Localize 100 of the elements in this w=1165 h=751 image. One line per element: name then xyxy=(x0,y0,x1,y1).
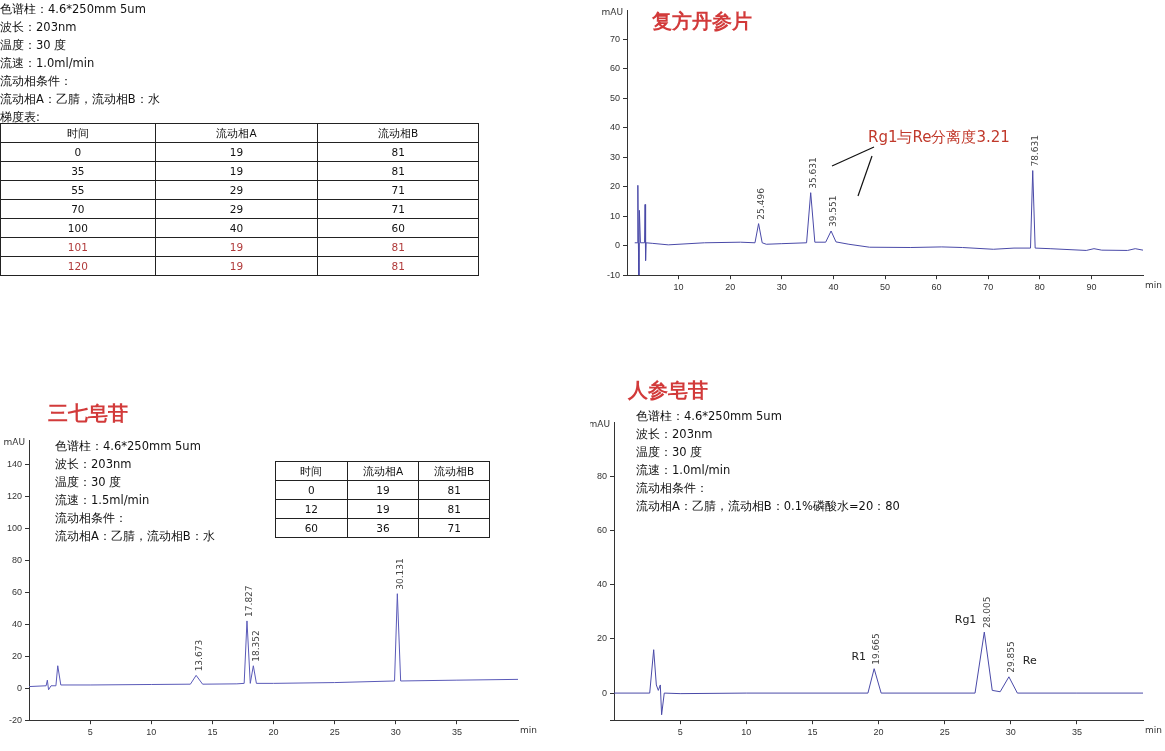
category-label: 流动相B xyxy=(317,123,479,143)
text: 120 xyxy=(67,260,88,272)
y-axis-title: mAU xyxy=(3,436,26,447)
y-tick-label: 0 xyxy=(602,687,608,698)
y-tick-label: 0 xyxy=(614,240,621,251)
annotation: Rg1 xyxy=(954,612,977,626)
category-label: 流动相A xyxy=(155,123,318,143)
annotation: 29.855 xyxy=(1006,641,1017,673)
text: 流速：1.0ml/min xyxy=(0,55,96,72)
text: 19 xyxy=(229,260,244,272)
text: 70 xyxy=(71,203,85,215)
y-tick-label: -10 xyxy=(606,269,621,280)
text: 梯度表: xyxy=(0,109,41,126)
x-tick-label: 20 xyxy=(873,727,884,738)
text: 19 xyxy=(229,165,244,177)
y-tick-label: 10 xyxy=(609,210,621,221)
x-axis-title: min xyxy=(1145,280,1162,291)
chart-title: 三七皂苷 xyxy=(48,400,128,427)
text: 71 xyxy=(391,203,405,215)
annotation: 30.131 xyxy=(394,558,405,590)
text: 29 xyxy=(229,184,244,196)
annotation: 流动相A：乙腈，流动相B：0.1%磷酸水=20：80 xyxy=(636,498,901,515)
x-axis-title: min xyxy=(520,725,537,736)
y-tick-label: 20 xyxy=(609,181,621,192)
text: 35 xyxy=(71,165,85,177)
text: 29 xyxy=(229,203,244,215)
text: 19 xyxy=(229,241,244,253)
text: 波长：203nm xyxy=(0,19,78,36)
text: 0 xyxy=(307,484,315,496)
text: 流动相条件： xyxy=(0,73,73,90)
text: 71 xyxy=(447,522,461,534)
x-tick-label: 20 xyxy=(268,727,279,738)
y-tick-label: 60 xyxy=(609,63,621,74)
text: 81 xyxy=(447,484,461,496)
annotation: R1 xyxy=(851,649,867,663)
y-tick-label: 0 xyxy=(17,682,23,693)
text: 71 xyxy=(391,184,405,196)
y-tick-label: 60 xyxy=(12,586,23,597)
x-tick-label: 60 xyxy=(931,282,942,293)
x-tick-label: 35 xyxy=(451,727,462,738)
text: 19 xyxy=(229,146,244,158)
x-tick-label: 50 xyxy=(880,282,891,293)
annotation: 温度：30 度 xyxy=(636,444,704,461)
chart-title: 人参皂苷 xyxy=(628,377,708,404)
annotation: 波长：203nm xyxy=(55,457,132,471)
y-tick-label: 80 xyxy=(12,554,23,565)
annotation: 19.665 xyxy=(871,633,882,665)
text: 0 xyxy=(74,146,82,158)
y-tick-label: 40 xyxy=(597,579,608,590)
annotation: 39.551 xyxy=(828,195,839,227)
y-tick-label: -20 xyxy=(9,714,23,725)
text: 101 xyxy=(67,241,88,253)
annotation: 波长：203nm xyxy=(636,426,714,443)
text: 36 xyxy=(376,522,390,534)
annotation: 温度：30 度 xyxy=(55,475,122,489)
text: 40 xyxy=(229,222,244,234)
y-tick-label: 40 xyxy=(609,122,621,133)
x-tick-label: 40 xyxy=(828,282,839,293)
x-tick-label: 25 xyxy=(939,727,950,738)
text: 55 xyxy=(71,184,85,196)
x-tick-label: 10 xyxy=(146,727,157,738)
annotation: 流速：1.5ml/min xyxy=(55,493,150,507)
text: 81 xyxy=(391,260,405,272)
annotation: 色谱柱：4.6*250mm 5um xyxy=(55,438,202,455)
annotation: 35.631 xyxy=(808,157,819,189)
x-tick-label: 5 xyxy=(677,727,683,738)
text: 12 xyxy=(304,503,319,515)
y-tick-label: 80 xyxy=(597,470,608,481)
text: 19 xyxy=(376,503,390,515)
category-label: 时间 xyxy=(0,123,156,143)
annotation: 17.827 xyxy=(244,585,255,617)
x-tick-label: 30 xyxy=(1005,727,1016,738)
x-tick-label: 15 xyxy=(207,727,218,738)
annotation: 78.631 xyxy=(1030,135,1041,167)
x-tick-label: 90 xyxy=(1086,282,1097,293)
y-tick-label: 40 xyxy=(12,618,23,629)
y-tick-label: 120 xyxy=(6,490,23,501)
y-axis-title: mAU xyxy=(588,418,611,429)
annotation: 18.352 xyxy=(250,630,261,662)
y-tick-label: 60 xyxy=(597,524,608,535)
category-label: 流动相B xyxy=(418,461,490,481)
y-tick-label: 50 xyxy=(609,92,621,103)
y-tick-label: 30 xyxy=(609,151,621,162)
annotation: 流动相A：乙腈，流动相B：水 xyxy=(55,529,215,543)
text: 81 xyxy=(447,503,461,515)
y-tick-label: 100 xyxy=(6,522,23,533)
annotation: 流动相条件： xyxy=(636,480,709,497)
text: 温度：30 度 xyxy=(0,37,68,54)
annotation: 色谱柱：4.6*250mm 5um xyxy=(636,408,783,425)
text: 色谱柱：4.6*250mm 5um xyxy=(0,1,147,18)
annotation: 25.496 xyxy=(755,187,766,220)
x-tick-label: 30 xyxy=(776,282,787,293)
text: 81 xyxy=(391,146,405,158)
chart-title: 复方丹参片 xyxy=(652,8,752,35)
annotation: 流速：1.0ml/min xyxy=(636,462,732,479)
y-tick-label: 20 xyxy=(597,633,608,644)
text: 60 xyxy=(304,522,319,534)
x-tick-label: 35 xyxy=(1071,727,1082,738)
annotation: Re xyxy=(1022,653,1037,667)
category-label: 流动相A xyxy=(347,461,419,481)
